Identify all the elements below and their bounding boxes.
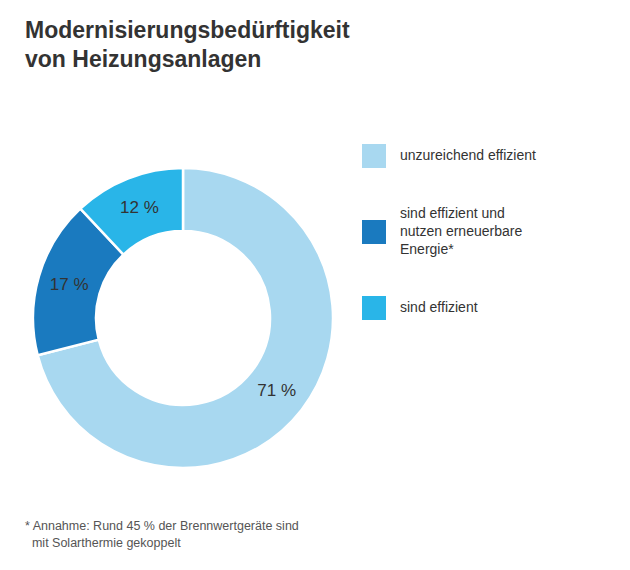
slices bbox=[33, 168, 333, 468]
data-labels: 71 % 17 % 12 % bbox=[50, 198, 296, 400]
legend: unzureichend effizient sind effizient und… bbox=[362, 144, 536, 320]
legend-swatch bbox=[362, 220, 386, 244]
title: Modernisierungsbedürftigkeitvon Heizungs… bbox=[25, 17, 350, 72]
legend-label: sind effizient undnutzen erneuerbareEner… bbox=[400, 205, 522, 257]
data-label: 12 % bbox=[120, 198, 159, 217]
background bbox=[0, 0, 630, 570]
legend-label: sind effizient bbox=[400, 299, 478, 315]
legend-label: unzureichend effizient bbox=[400, 147, 536, 163]
chart: Modernisierungsbedürftigkeitvon Heizungs… bbox=[0, 0, 630, 570]
legend-swatch bbox=[362, 296, 386, 320]
chart-container: Modernisierungsbedürftigkeitvon Heizungs… bbox=[0, 0, 630, 570]
slice bbox=[80, 168, 183, 255]
footnote: * Annahme: Rund 45 % der Brennwertgeräte… bbox=[25, 519, 299, 550]
data-label: 71 % bbox=[257, 381, 296, 400]
data-label: 17 % bbox=[50, 275, 89, 294]
legend-swatch bbox=[362, 144, 386, 168]
